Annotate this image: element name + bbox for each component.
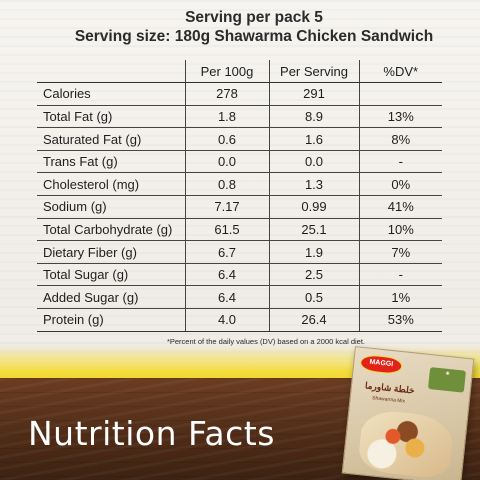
per-100g-value: 61.5 xyxy=(185,217,270,241)
dv-value: 1% xyxy=(359,285,442,309)
dv-value: 0% xyxy=(359,172,442,196)
leaf-badge-icon: ❀ xyxy=(427,367,467,393)
sandwich-photo xyxy=(357,408,456,480)
table-row: Cholesterol (mg) 0.8 1.3 0% xyxy=(37,172,442,196)
table-header-row: Per 100g Per Serving %DV* xyxy=(37,60,442,84)
nutrient-name: Total Carbohydrate (g) xyxy=(37,217,186,241)
table-row: Total Carbohydrate (g) 61.5 25.1 10% xyxy=(37,217,442,241)
per-100g-value: 0.6 xyxy=(185,127,270,151)
nutrient-name: Trans Fat (g) xyxy=(37,149,186,173)
dv-footnote: *Percent of the daily values (DV) based … xyxy=(166,337,366,346)
nutrient-name: Saturated Fat (g) xyxy=(37,127,186,151)
dv-value: 13% xyxy=(359,104,442,128)
dv-value: 53% xyxy=(359,308,442,332)
per-serving-value: 291 xyxy=(269,82,360,106)
per-100g-value: 0.0 xyxy=(185,149,270,173)
nutrient-header xyxy=(37,60,185,84)
per-100g-value: 7.17 xyxy=(185,195,270,219)
nutrient-name: Cholesterol (mg) xyxy=(37,172,186,196)
table-row: Added Sugar (g) 6.4 0.5 1% xyxy=(37,285,442,309)
per-serving-value: 26.4 xyxy=(269,308,360,332)
table-row: Total Fat (g) 1.8 8.9 13% xyxy=(37,104,442,128)
dv-value: 41% xyxy=(359,195,442,219)
nutrient-name: Total Fat (g) xyxy=(37,104,186,128)
serving-size: Serving size: 180g Shawarma Chicken Sand… xyxy=(74,28,434,45)
per-serving-value: 1.6 xyxy=(269,127,360,151)
dv-value xyxy=(359,83,442,106)
nutrient-name: Sodium (g) xyxy=(37,195,186,219)
per-100g-value: 278 xyxy=(185,82,270,106)
per-serving-value: 0.0 xyxy=(269,149,360,173)
dv-header: %DV* xyxy=(359,60,442,84)
serving-per-pack: Serving per pack 5 xyxy=(185,9,323,26)
nutrient-name: Added Sugar (g) xyxy=(37,285,186,309)
per-serving-value: 1.3 xyxy=(269,172,360,196)
table-row: Total Sugar (g) 6.4 2.5 - xyxy=(37,262,442,286)
per-serving-value: 2.5 xyxy=(269,262,360,286)
per-100g-header: Per 100g xyxy=(184,60,270,84)
nutrient-name: Dietary Fiber (g) xyxy=(37,240,186,264)
per-100g-value: 6.4 xyxy=(185,262,270,286)
product-package-image: MAGGI ❀ خلطة شاورما Shawarma Mix xyxy=(341,346,475,480)
dv-value: 10% xyxy=(359,217,442,241)
per-serving-value: 0.5 xyxy=(269,285,360,309)
dv-value: 7% xyxy=(359,240,442,264)
table-row: Calories 278 291 xyxy=(37,82,442,106)
table-row: Protein (g) 4.0 26.4 53% xyxy=(37,308,442,332)
serving-info: Serving per pack 5 Serving size: 180g Sh… xyxy=(0,8,480,46)
per-serving-value: 0.99 xyxy=(269,195,360,219)
per-100g-value: 6.7 xyxy=(185,240,270,264)
table-row: Trans Fat (g) 0.0 0.0 - xyxy=(37,149,442,173)
dv-value: 8% xyxy=(359,127,442,151)
per-serving-header: Per Serving xyxy=(269,60,360,84)
per-100g-value: 0.8 xyxy=(185,172,270,196)
dv-value: - xyxy=(359,262,442,286)
nutrient-name: Protein (g) xyxy=(37,308,186,332)
per-100g-value: 1.8 xyxy=(185,104,270,128)
table-row: Saturated Fat (g) 0.6 1.6 8% xyxy=(37,127,442,151)
nutrient-name: Total Sugar (g) xyxy=(37,262,186,286)
per-serving-value: 1.9 xyxy=(269,240,360,264)
nutrition-facts-title: Nutrition Facts xyxy=(28,414,275,453)
dv-value: - xyxy=(359,149,442,173)
nutrition-table: Per 100g Per Serving %DV* Calories 278 2… xyxy=(37,60,442,332)
nutrient-name: Calories xyxy=(37,82,186,106)
per-100g-value: 4.0 xyxy=(185,308,270,332)
per-serving-value: 8.9 xyxy=(269,104,360,128)
per-100g-value: 6.4 xyxy=(185,285,270,309)
per-serving-value: 25.1 xyxy=(269,217,360,241)
maggi-logo-icon: MAGGI xyxy=(359,353,404,376)
table-row: Dietary Fiber (g) 6.7 1.9 7% xyxy=(37,240,442,264)
table-row: Sodium (g) 7.17 0.99 41% xyxy=(37,195,442,219)
